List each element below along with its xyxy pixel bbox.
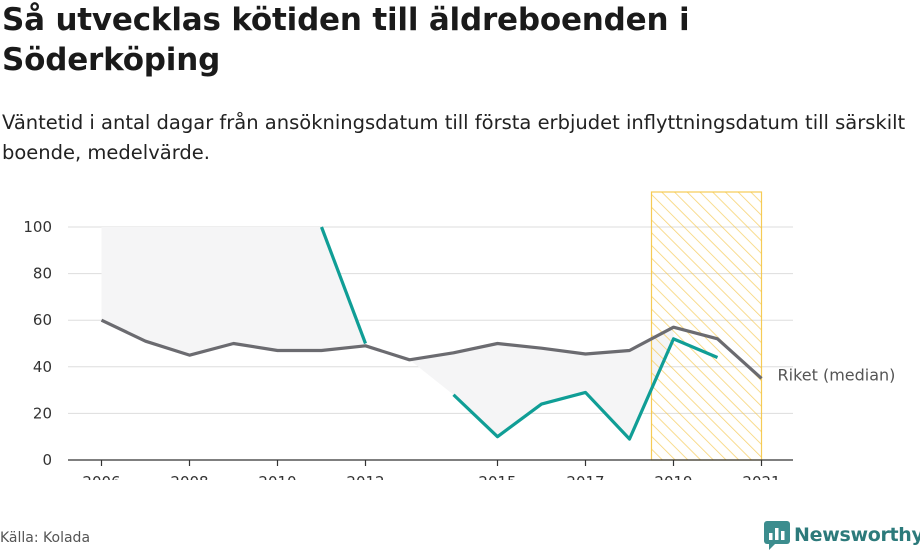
gap-area-late <box>409 327 674 440</box>
line-chart: 0 20 40 60 80 100 2006 2008 2010 2012 2015 2017 2019… <box>23 191 895 480</box>
series-line-national <box>100 318 763 380</box>
highlight-band <box>651 192 762 460</box>
x-tick-label: 2015 <box>478 473 516 480</box>
y-tick-label: 100 <box>23 218 52 236</box>
series-lines <box>100 226 763 441</box>
series-label-national: Riket (median) <box>778 365 896 384</box>
x-tick-label: 2021 <box>742 473 780 480</box>
x-tick-label: 2008 <box>170 473 208 480</box>
y-tick-label: 60 <box>33 311 52 329</box>
x-tick-label: 2012 <box>346 473 384 480</box>
brand-name: Newsworthy <box>794 524 920 546</box>
gap-area <box>101 227 674 440</box>
tick-labels: 0 20 40 60 80 100 2006 2008 2010 2012 2015 2017 2019… <box>23 218 895 480</box>
x-axis <box>68 459 793 466</box>
y-tick-label: 40 <box>33 358 52 376</box>
y-tick-label: 80 <box>33 265 52 283</box>
x-tick-label: 2006 <box>82 473 120 480</box>
series-line-local <box>452 337 719 441</box>
highlight-period <box>650 191 763 461</box>
y-tick-label: 0 <box>42 451 52 469</box>
y-tick-label: 20 <box>33 404 52 422</box>
brand-logo: Newsworthy <box>764 520 920 550</box>
chart-subtitle: Väntetid i antal dagar från ansökningsda… <box>2 111 906 164</box>
source-note: Källa: Kolada <box>0 530 91 546</box>
x-tick-label: 2017 <box>566 473 604 480</box>
x-tick-label: 2010 <box>258 473 296 480</box>
chart-bubble-icon <box>764 521 790 550</box>
x-tick-label: 2019 <box>654 473 692 480</box>
gap-area-early <box>101 227 366 356</box>
chart-title: Så utvecklas kötiden till äldreboenden i… <box>2 2 690 78</box>
series-line-local <box>320 226 367 345</box>
